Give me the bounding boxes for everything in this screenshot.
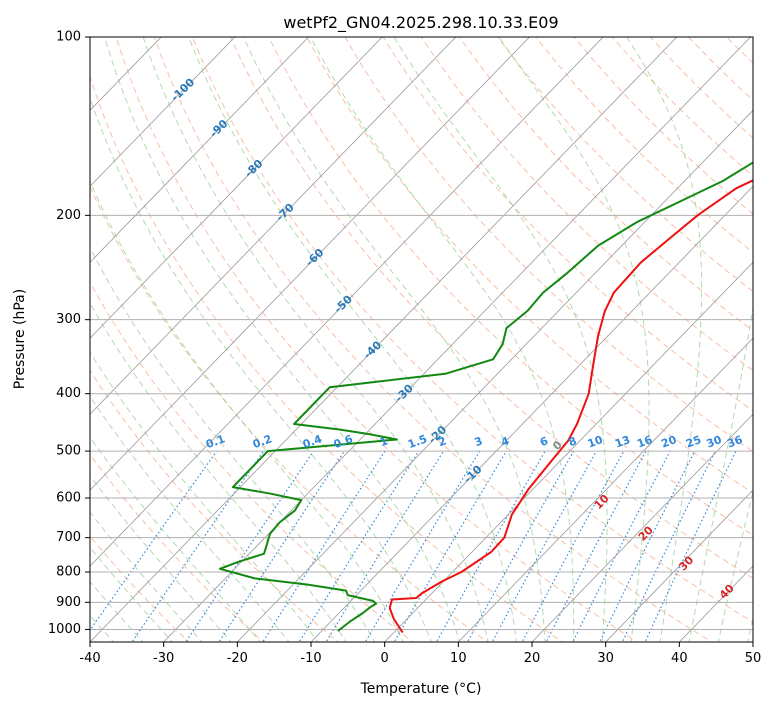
isotherm xyxy=(531,413,753,642)
chart-title: wetPf2_GN04.2025.298.10.33.E09 xyxy=(283,13,558,33)
y-tick-label: 300 xyxy=(56,312,81,327)
mixing-ratio-label: 0.1 xyxy=(204,432,227,451)
mixing-ratio-label: 6 xyxy=(538,434,550,449)
y-tick-label: 600 xyxy=(56,491,81,506)
isotherm xyxy=(90,37,310,263)
isotherm xyxy=(384,261,753,642)
x-tick-label: -30 xyxy=(153,651,174,666)
mixing-ratio-label: 2 xyxy=(436,434,448,449)
isotherm xyxy=(90,37,604,567)
mixing-ratio-label: 30 xyxy=(705,433,724,451)
dry-adiabat xyxy=(306,37,753,494)
dry-adiabat xyxy=(115,37,638,642)
dry-adiabat xyxy=(90,453,265,642)
mixing-ratio-label: 4 xyxy=(499,434,511,449)
isotherm xyxy=(90,37,678,642)
mixing-ratio-label: 13 xyxy=(613,433,632,450)
y-tick-label: 1000 xyxy=(48,622,81,637)
x-axis-title: Temperature (°C) xyxy=(360,681,482,697)
sounding-profiles xyxy=(218,161,753,634)
dry-adiabat xyxy=(90,369,340,642)
dry-adiabat xyxy=(268,37,753,536)
plot-frame xyxy=(89,36,754,643)
moist-adiabat xyxy=(90,246,376,642)
dry-adiabat xyxy=(382,37,753,412)
dry-adiabat xyxy=(191,37,753,623)
y-tick-label: 500 xyxy=(56,444,81,459)
x-tick-label: 50 xyxy=(745,651,762,666)
isotherm xyxy=(457,337,753,642)
dewpoint-profile xyxy=(218,161,753,632)
x-tick-label: 0 xyxy=(381,651,389,666)
dry-adiabat xyxy=(344,37,753,453)
x-tick-label: 40 xyxy=(671,651,688,666)
x-tick-label: 30 xyxy=(597,651,614,666)
y-tick-label: 100 xyxy=(56,30,81,45)
x-tick-label: -20 xyxy=(227,651,248,666)
y-tick-label: 200 xyxy=(56,208,81,223)
mixing-ratio-label: 3 xyxy=(473,434,485,449)
isotherm xyxy=(310,185,753,642)
dry-adiabat xyxy=(420,37,753,372)
mixing-ratio-label: 1.5 xyxy=(406,432,429,451)
plot-background xyxy=(90,37,753,642)
mixing-ratio-line xyxy=(521,450,625,642)
isotherm xyxy=(752,641,753,642)
mixing-ratio-line xyxy=(218,450,345,642)
x-tick-label: 10 xyxy=(450,651,467,666)
mixing-ratio-line xyxy=(644,450,737,642)
y-axis-title: Pressure (hPa) xyxy=(12,289,28,389)
mixing-ratio-line xyxy=(325,450,445,642)
isotherm xyxy=(605,489,753,642)
y-tick-label: 900 xyxy=(56,595,81,610)
dry-adiabat xyxy=(90,75,564,642)
mixing-ratio-label: 36 xyxy=(725,433,744,451)
mixing-ratio-line xyxy=(491,450,597,642)
moist-adiabat xyxy=(90,474,232,642)
mixing-ratio-line xyxy=(185,450,314,642)
mixing-ratio-label: 10 xyxy=(586,433,605,451)
isotherm xyxy=(236,109,753,642)
isotherm xyxy=(90,37,383,339)
mixing-ratio-label: 16 xyxy=(635,433,654,451)
dry-adiabat xyxy=(153,37,713,642)
mixing-ratio-line xyxy=(393,450,507,642)
mixing-ratio-label: 20 xyxy=(659,433,678,451)
isotherm xyxy=(90,37,457,415)
isotherm xyxy=(90,37,236,187)
mixing-ratio-label: 25 xyxy=(684,433,703,450)
mixing-ratio-line xyxy=(90,450,218,632)
isotherm xyxy=(163,37,752,642)
dry-adiabat xyxy=(90,535,190,642)
mixing-ratio-label: 1 xyxy=(378,434,390,449)
isotherm xyxy=(90,37,531,491)
y-tick-label: 400 xyxy=(56,386,81,401)
x-tick-label: -10 xyxy=(300,651,321,666)
y-tick-label: 800 xyxy=(56,565,81,580)
axes: -40 -30 -20 -10 0 10 20 30 40 50 1000 900 800 700 600 5… xyxy=(48,30,761,667)
x-tick-label: -40 xyxy=(79,651,100,666)
dry-adiabat xyxy=(229,37,753,579)
moist-adiabat xyxy=(90,96,432,642)
x-tick-label: 20 xyxy=(524,651,541,666)
mixing-ratio-label: 0.6 xyxy=(332,432,355,451)
background-lines xyxy=(90,37,753,642)
y-tick-label: 700 xyxy=(56,530,81,545)
dry-adiabat xyxy=(458,37,753,332)
mixing-ratio-label: 8 xyxy=(567,434,579,449)
mixing-ratio-line xyxy=(298,450,420,642)
temperature-profile xyxy=(388,179,753,634)
mixing-ratio-label: 0.4 xyxy=(301,432,324,451)
dry-adiabat xyxy=(90,185,489,642)
mixing-ratio-label: 0.2 xyxy=(251,432,274,451)
mixing-ratio-line xyxy=(572,450,671,642)
mixing-ratio-line xyxy=(545,450,647,642)
